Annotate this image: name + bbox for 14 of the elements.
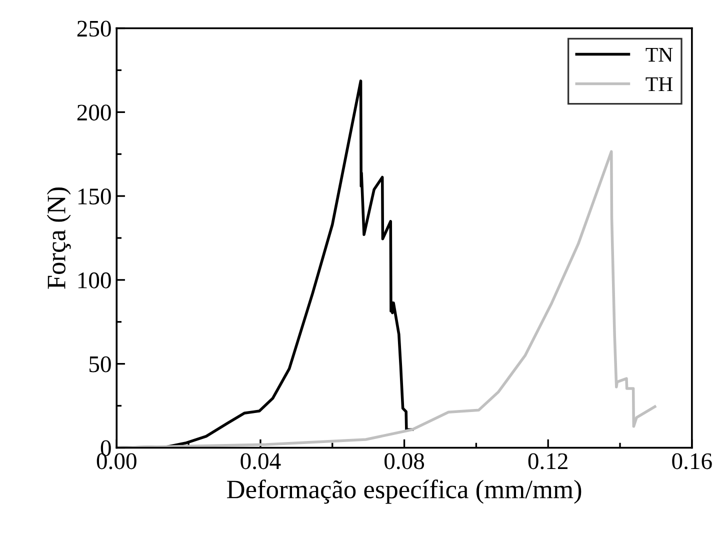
legend-label: TN [646,48,673,62]
x-tick-label: 0.16 [672,453,712,470]
line-series [116,150,656,448]
y-axis-title: Força (N) [46,187,71,289]
y-tick-label: 100 [78,272,111,288]
y-tick-label: 250 [77,20,111,37]
x-axis-title: Deformação específica (mm/mm) [226,480,582,504]
x-tick-label: 0.12 [528,453,568,470]
y-tick-label: 200 [77,104,111,121]
x-tick-label: 0.04 [240,453,281,470]
x-tick-label: 0.08 [384,453,424,470]
y-tick-label: 50 [90,356,111,372]
legend-label: TH [646,77,673,92]
y-tick-label: 150 [78,188,111,204]
